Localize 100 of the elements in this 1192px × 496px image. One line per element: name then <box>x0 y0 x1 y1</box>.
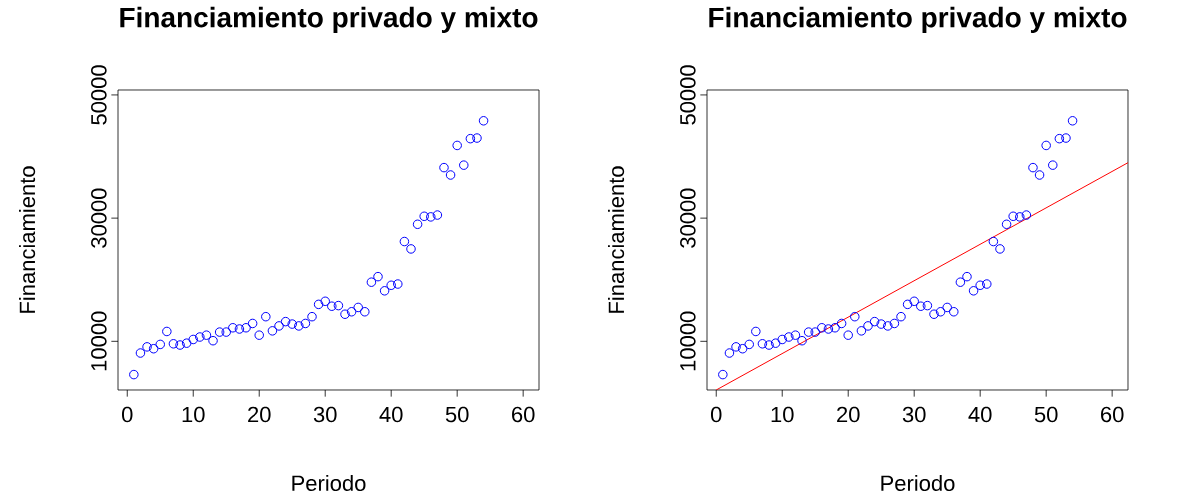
point <box>1028 162 1038 173</box>
point <box>909 296 919 307</box>
point <box>155 339 166 350</box>
point <box>1048 160 1058 170</box>
point <box>823 324 834 334</box>
point <box>863 321 873 331</box>
point <box>274 321 284 331</box>
point <box>181 338 192 348</box>
point <box>770 338 781 348</box>
point <box>718 369 728 380</box>
point <box>426 212 436 222</box>
y-tick-label: 10000 <box>91 311 107 371</box>
point <box>412 219 423 230</box>
point <box>327 301 337 311</box>
point <box>142 342 152 352</box>
point <box>922 300 933 311</box>
point <box>830 323 840 333</box>
point <box>379 286 390 296</box>
y-axis-title: Financiamiento <box>19 166 36 313</box>
point <box>261 311 271 322</box>
x-tick-label: 40 <box>968 406 992 423</box>
point <box>445 170 456 180</box>
point <box>731 342 741 352</box>
point <box>399 236 410 247</box>
point <box>300 318 311 329</box>
point <box>472 133 482 143</box>
x-tick-label: 20 <box>837 406 860 423</box>
point <box>843 330 853 340</box>
y-tick-label: 50000 <box>91 65 107 125</box>
point <box>214 327 225 337</box>
point <box>764 340 774 350</box>
point <box>817 323 827 333</box>
point <box>320 296 330 307</box>
point <box>784 332 794 342</box>
x-tick-label: 60 <box>1101 406 1124 423</box>
point <box>148 343 159 354</box>
point <box>1054 133 1065 144</box>
point <box>1001 219 1012 230</box>
point <box>168 339 179 349</box>
point <box>294 321 304 331</box>
point <box>135 348 146 358</box>
y-tick-label: 30000 <box>680 188 696 248</box>
point <box>360 306 370 317</box>
point <box>419 211 429 222</box>
y-tick-label: 50000 <box>680 65 696 125</box>
point <box>935 306 946 317</box>
point <box>942 302 952 313</box>
point <box>241 323 251 333</box>
point <box>1008 211 1018 222</box>
point <box>313 299 324 310</box>
point <box>737 343 748 354</box>
x-tick-label: 50 <box>445 406 469 423</box>
point <box>968 286 979 296</box>
point <box>751 326 761 337</box>
x-tick-label: 40 <box>379 406 403 423</box>
x-tick-label: 60 <box>512 406 535 423</box>
point <box>287 319 297 329</box>
point <box>175 340 185 350</box>
point <box>234 324 245 334</box>
point <box>432 210 443 220</box>
point <box>208 335 218 346</box>
point <box>406 244 416 254</box>
point <box>393 279 403 289</box>
x-tick-label: 20 <box>248 406 271 423</box>
point <box>1061 133 1071 143</box>
point <box>949 306 959 317</box>
y-axis-title: Financiamiento <box>608 166 625 313</box>
point <box>896 311 906 322</box>
point <box>478 116 489 126</box>
point <box>889 318 900 329</box>
x-tick-label: 50 <box>1034 406 1058 423</box>
x-tick-label: 30 <box>902 406 926 423</box>
x-axis-title: Periodo <box>292 474 366 492</box>
point <box>850 311 860 322</box>
y-tick-label: 30000 <box>91 188 107 248</box>
point <box>929 309 939 319</box>
point <box>452 140 462 151</box>
point <box>856 326 867 336</box>
point <box>1021 210 1032 220</box>
point <box>1067 116 1078 126</box>
chart-title: Financiamiento privado y mixto <box>120 6 538 33</box>
point <box>988 236 999 247</box>
point <box>744 339 754 350</box>
point <box>366 277 377 287</box>
point <box>955 277 966 287</box>
point <box>228 323 238 333</box>
point <box>869 316 880 327</box>
point <box>803 327 814 337</box>
point <box>386 280 396 291</box>
point <box>975 280 985 291</box>
point <box>254 330 264 340</box>
point <box>777 334 787 345</box>
point <box>790 330 801 340</box>
x-axis-title: Periodo <box>881 474 955 492</box>
point <box>459 160 469 170</box>
point <box>902 299 913 310</box>
x-tick-label: 30 <box>313 406 337 423</box>
point <box>982 279 992 289</box>
point <box>724 348 735 358</box>
point <box>129 369 139 380</box>
